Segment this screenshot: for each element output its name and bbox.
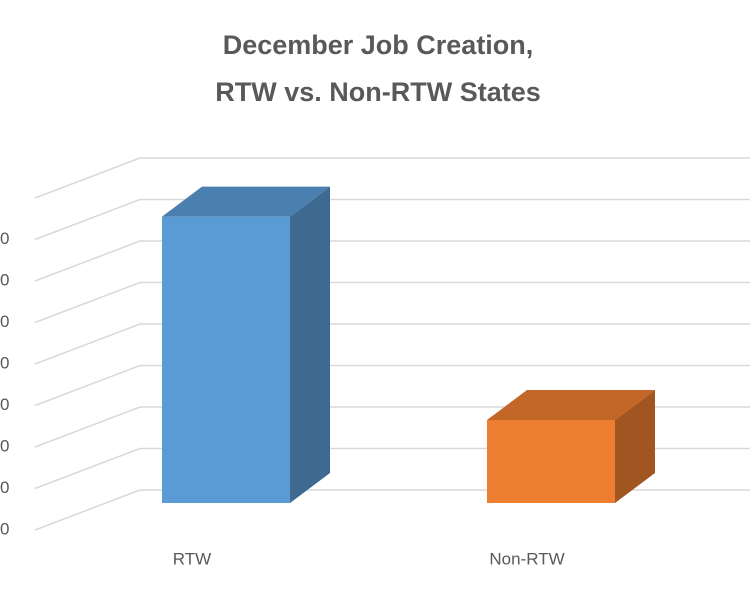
y-tick-label: 0 [0, 436, 9, 455]
x-tick-label: RTW [173, 549, 211, 568]
grid-line-side [34, 406, 141, 448]
chart-title: December Job Creation, [223, 30, 534, 60]
grid-line-side [34, 323, 141, 365]
grid-line-side [34, 447, 141, 490]
y-tick-label: 0 [0, 478, 9, 497]
grid-line-side [34, 281, 141, 324]
y-tick-label: 0 [0, 519, 9, 538]
grid-line-side [34, 198, 141, 241]
bar-top [487, 390, 655, 420]
y-tick-label: 0 [0, 312, 9, 331]
bar [162, 216, 290, 503]
grid-line-side [34, 489, 141, 531]
y-tick-label: 0 [0, 229, 9, 248]
y-tick-label: 0 [0, 270, 9, 289]
bar-side [290, 186, 330, 503]
chart-title: RTW vs. Non-RTW States [215, 77, 541, 107]
bar-side [615, 390, 655, 503]
bar-top [162, 186, 330, 217]
grid-line-side [34, 157, 141, 199]
grid-line-side [34, 240, 141, 282]
bar [487, 420, 615, 503]
y-tick-label: 0 [0, 395, 9, 414]
x-tick-label: Non-RTW [489, 549, 564, 568]
y-tick-label: 0 [0, 353, 9, 372]
grid-line-side [34, 364, 141, 407]
